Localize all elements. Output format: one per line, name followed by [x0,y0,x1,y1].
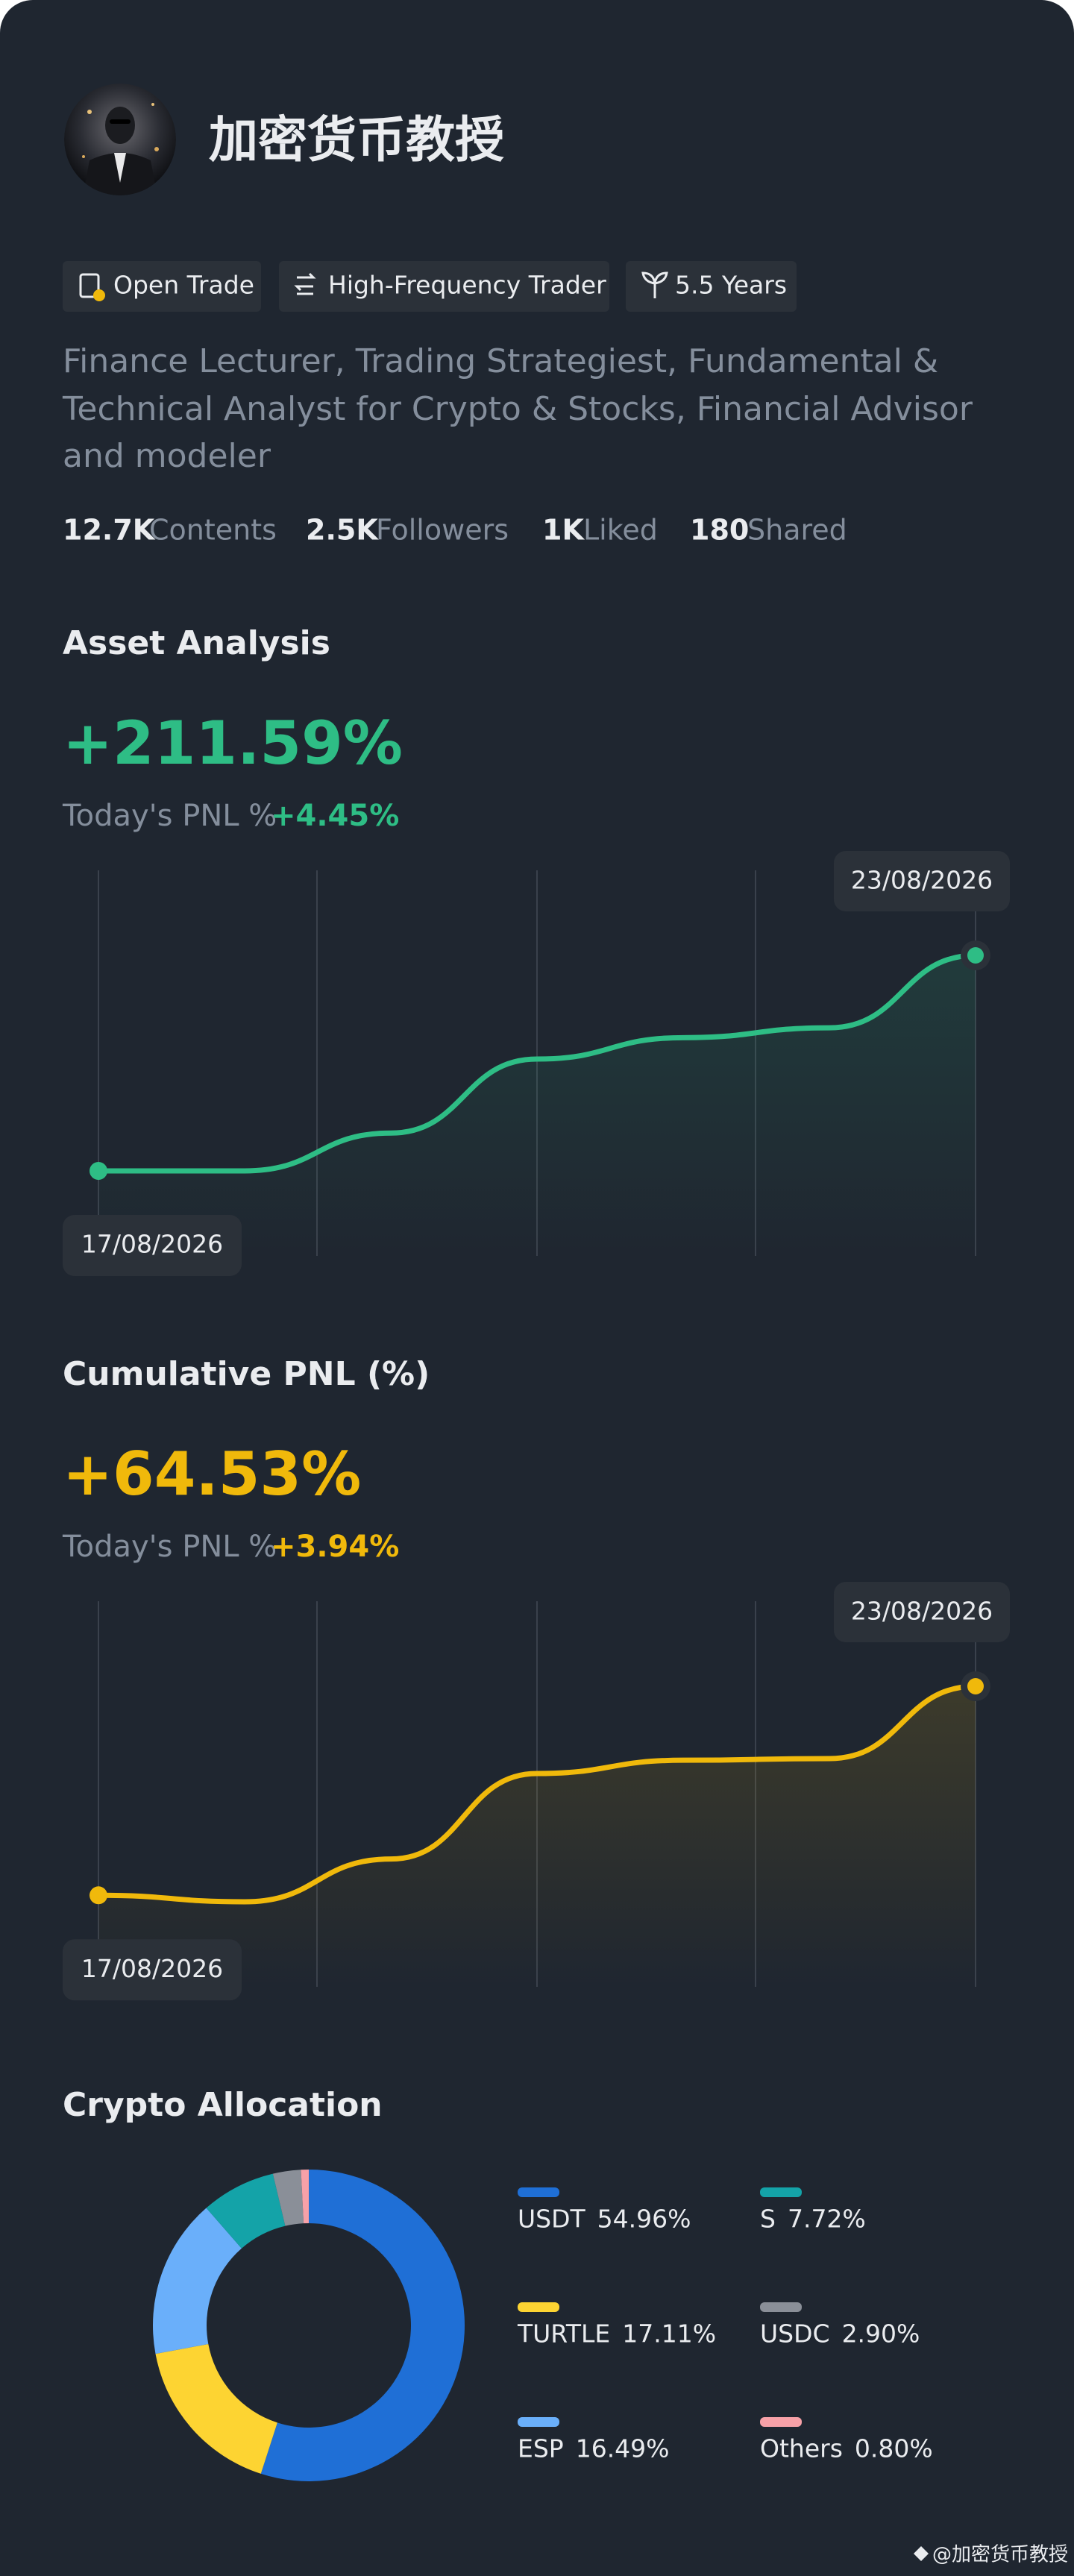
date-tooltip [63,1215,242,1276]
headline-value: +64.53% [63,1439,361,1509]
donut-slice [206,2173,286,2249]
legend-value: 17.11% [622,2319,716,2349]
today-value: +4.45% [271,799,399,833]
legend-swatch [760,2187,802,2197]
date-label: 17/08/2026 [81,1954,223,1983]
tag[interactable] [626,261,797,312]
donut-slice [152,2208,242,2354]
donut-slice [155,2343,277,2474]
legend-value: 2.90% [842,2319,920,2349]
donut-slice [272,2170,304,2226]
stat-label: Shared [747,514,847,547]
point [967,1678,984,1694]
date-tooltip [63,1939,242,2001]
point [90,1886,107,1905]
line [98,952,976,1174]
legend-label: S [760,2205,776,2234]
stat-value: 2.5K [306,514,379,547]
bio-line: and modeler [63,437,271,475]
legend-swatch [518,2417,559,2427]
watermark: @加密货币教授 [932,2544,1068,2566]
legend-value: 7.72% [788,2205,866,2234]
today-label: Today's PNL % [62,1530,277,1564]
legend-swatch [518,2187,559,2197]
line-area [98,955,976,1256]
today-label: Today's PNL % [62,799,277,833]
line [98,1683,976,1905]
date-label: 23/08/2026 [851,866,993,895]
legend-value: 54.96% [597,2205,691,2234]
stat-label: Contents [149,514,277,547]
legend-label: TURTLE [517,2319,610,2349]
donut-slice [301,2170,309,2224]
legend-label: USDT [518,2205,586,2234]
donut-slice [260,2170,465,2482]
headline-value: +211.59% [63,709,403,778]
profile-name: 加密货币教授 [209,111,504,169]
legend-swatch [760,2417,802,2427]
date-label: 17/08/2026 [81,1230,223,1259]
stat-value: 12.7K [63,514,156,547]
date-tooltip [834,851,1010,911]
stat-value: 1K [542,514,585,547]
tag[interactable] [279,261,609,312]
date-label: 23/08/2026 [851,1597,993,1626]
stat-label: Liked [583,514,658,547]
point [967,947,984,964]
legend-value: 16.49% [576,2434,670,2463]
legend-swatch [518,2302,559,2312]
point [90,1162,107,1180]
legend-swatch [760,2302,802,2312]
legend-label: ESP [518,2434,564,2463]
section-title: Asset Analysis [63,624,330,662]
tag-label: 5.5 Years [675,271,787,300]
legend-label: USDC [760,2319,830,2349]
bio-line: Technical Analyst for Crypto & Stocks, F… [62,390,973,428]
today-value: +3.94% [271,1530,399,1564]
legend-label: Others [760,2434,843,2463]
tag-icon [79,271,668,301]
section-title: Crypto Allocation [63,2086,383,2124]
tag-label: Open Trade [113,271,254,300]
legend-value: 0.80% [855,2434,933,2463]
stat-value: 180 [690,514,749,547]
tag[interactable] [63,261,261,312]
watermark-icon [914,2546,929,2561]
bio-line: Finance Lecturer, Trading Strategiest, F… [63,342,938,380]
stat-label: Followers [376,514,509,547]
section-title: Cumulative PNL (%) [63,1355,430,1393]
date-tooltip [834,1582,1010,1642]
avatar [64,84,176,195]
tag-label: High-Frequency Trader [328,271,606,300]
